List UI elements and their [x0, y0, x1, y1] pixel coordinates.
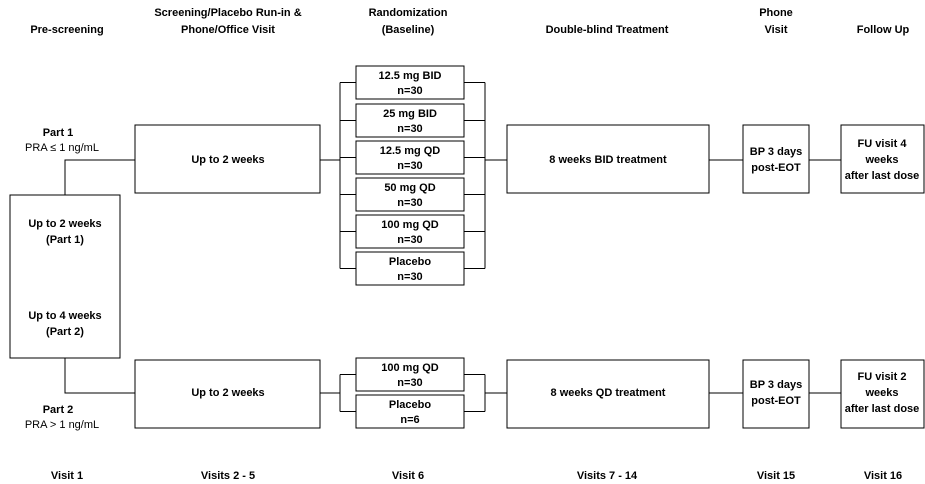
arm-box [355, 357, 465, 392]
column-header: (Baseline) [382, 24, 435, 36]
connector [64, 159, 135, 195]
arm-box [355, 394, 465, 429]
visit-label: Visit 1 [51, 470, 83, 482]
column-header: Phone [759, 7, 793, 19]
arm-n: n=30 [397, 234, 422, 246]
treatment-box [506, 359, 710, 429]
part-label: Part 2 [43, 404, 74, 416]
visit-label: Visit 16 [864, 470, 902, 482]
follow-up-box [840, 359, 925, 429]
arm-box [355, 140, 465, 175]
visit-label: Visits 7 - 14 [577, 470, 638, 482]
part-criterion: PRA > 1 ng/mL [25, 419, 99, 431]
arm-dose: 100 mg QD [381, 362, 439, 374]
arm-dose: 12.5 mg QD [380, 145, 441, 157]
arm-n: n=30 [397, 377, 422, 389]
follow-up-box [840, 124, 925, 194]
pre-screening-box [9, 194, 121, 359]
column-header: Double-blind Treatment [546, 24, 669, 36]
pre-screening-text: (Part 2) [46, 326, 84, 338]
arm-n: n=6 [400, 414, 419, 426]
visit-label: Visit 6 [392, 470, 424, 482]
arm-box [355, 177, 465, 212]
treatment-text: 8 weeks QD treatment [551, 387, 666, 399]
treatment-text: 8 weeks BID treatment [549, 154, 667, 166]
arm-dose: 50 mg QD [384, 182, 435, 194]
connector [64, 358, 135, 394]
follow-up-text: FU visit 4 [858, 138, 908, 150]
phone-text: BP 3 days [750, 379, 802, 391]
phone-box [742, 359, 810, 429]
visit-label: Visit 15 [757, 470, 795, 482]
follow-up-text: weeks [864, 154, 898, 166]
arm-dose: Placebo [389, 256, 431, 268]
screening-text: Up to 2 weeks [191, 154, 264, 166]
follow-up-text: weeks [864, 387, 898, 399]
column-header: Screening/Placebo Run-in & [154, 7, 301, 19]
screening-box [134, 124, 321, 194]
arm-n: n=30 [397, 160, 422, 172]
screening-text: Up to 2 weeks [191, 387, 264, 399]
treatment-box [506, 124, 710, 194]
arm-dose: 100 mg QD [381, 219, 439, 231]
phone-text: post-EOT [751, 162, 801, 174]
pre-screening-text: (Part 1) [46, 234, 84, 246]
arm-dose: Placebo [389, 399, 431, 411]
column-header: Follow Up [857, 24, 910, 36]
pre-screening-text: Up to 4 weeks [28, 310, 101, 322]
arm-box [355, 214, 465, 249]
column-header: Randomization [369, 7, 448, 19]
arm-dose: 25 mg BID [383, 108, 437, 120]
arm-n: n=30 [397, 85, 422, 97]
pre-screening-text: Up to 2 weeks [28, 218, 101, 230]
follow-up-text: FU visit 2 [858, 371, 907, 383]
column-header: Pre-screening [30, 24, 103, 36]
part-label: Part 1 [43, 127, 74, 139]
arm-n: n=30 [397, 271, 422, 283]
phone-text: post-EOT [751, 395, 801, 407]
column-header: Visit [764, 24, 787, 36]
arm-n: n=30 [397, 197, 422, 209]
phone-box [742, 124, 810, 194]
screening-box [134, 359, 321, 429]
arm-dose: 12.5 mg BID [379, 70, 442, 82]
part-criterion: PRA ≤ 1 ng/mL [25, 142, 99, 154]
follow-up-text: after last dose [845, 170, 920, 182]
phone-text: BP 3 days [750, 146, 802, 158]
follow-up-text: after last dose [845, 403, 920, 415]
column-header: Phone/Office Visit [181, 24, 275, 36]
arm-n: n=30 [397, 123, 422, 135]
arm-box [355, 65, 465, 100]
visit-label: Visits 2 - 5 [201, 470, 255, 482]
